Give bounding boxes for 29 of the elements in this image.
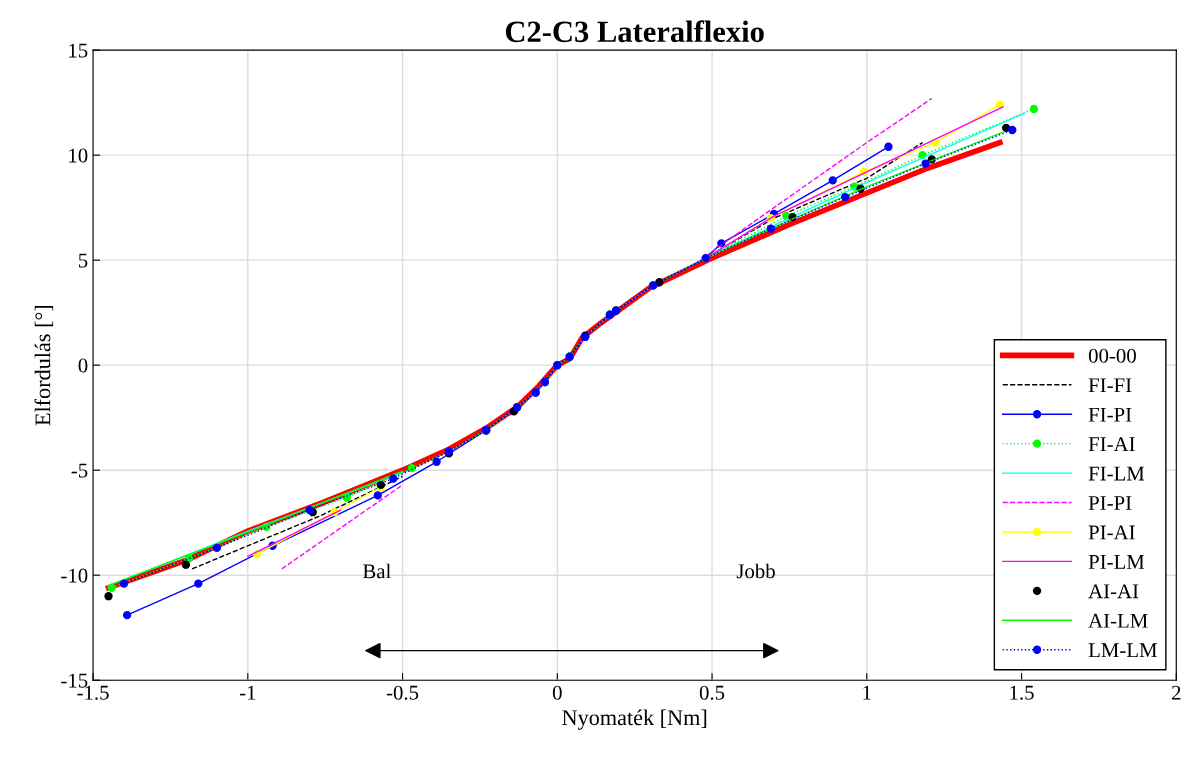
legend-label: FI-PI — [1088, 407, 1132, 422]
legend-label: AI-AI — [1088, 584, 1139, 599]
chart-title: C2-C3 Lateralflexio — [505, 20, 764, 43]
legend-label: LM-LM — [1088, 643, 1157, 658]
y-tick-label: 10 — [69, 148, 88, 163]
x-tick-label: 0.5 — [699, 685, 725, 700]
y-tick-label: -10 — [61, 568, 88, 583]
legend-label: PI-PI — [1088, 496, 1132, 510]
annotation: Bal — [363, 563, 391, 579]
y-tick-label: 0 — [78, 358, 88, 373]
x-tick-label: 0 — [552, 685, 562, 700]
y-tick-label: 15 — [69, 43, 88, 58]
legend-label: 00-00 — [1088, 348, 1136, 363]
legend-label: FI-AI — [1088, 437, 1135, 451]
legend-label: FI-LM — [1088, 466, 1145, 481]
x-axis-title: Nyomaték [Nm] — [562, 709, 707, 730]
y-tick-label: -5 — [71, 463, 88, 478]
annotation: Jobb — [736, 563, 775, 579]
legend-label: FI-FI — [1088, 378, 1132, 393]
x-tick-label: 1.5 — [1010, 685, 1034, 700]
y-axis-title: Elfordulás [°] — [34, 305, 54, 426]
x-tick-label: 2 — [1172, 685, 1181, 700]
y-tick-label: 5 — [78, 253, 88, 268]
legend-label: PI-LM — [1088, 555, 1145, 569]
legend-label: PI-AI — [1088, 525, 1135, 540]
x-tick-label: 1 — [863, 685, 871, 700]
legend-label: AI-LM — [1088, 613, 1148, 628]
x-tick-label: -0.5 — [386, 685, 419, 700]
x-tick-label: -1 — [239, 685, 256, 700]
